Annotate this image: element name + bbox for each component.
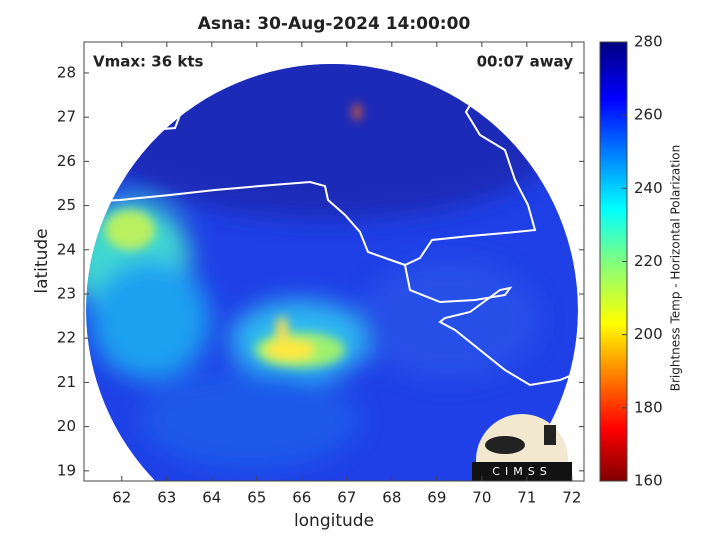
y-tick-label: 27 <box>57 108 76 126</box>
colorbar-tick-label: 240 <box>634 179 663 197</box>
x-tick-label: 71 <box>517 489 536 507</box>
annotation: 00:07 away <box>477 53 574 71</box>
x-tick-label: 70 <box>472 489 491 507</box>
y-tick-label: 24 <box>57 240 76 258</box>
y-tick-label: 20 <box>57 417 76 435</box>
coastline <box>84 42 584 387</box>
y-tick-label: 23 <box>57 284 76 302</box>
axes-frame <box>83 41 585 482</box>
logo: CIMSS <box>472 414 572 481</box>
x-tick-label: 68 <box>382 489 401 507</box>
y-tick-label: 25 <box>57 196 76 214</box>
x-tick-label: 69 <box>427 489 446 507</box>
colorbar-tick-label: 260 <box>634 106 663 124</box>
colorbar-label: Brightness Temp - Horizontal Polarizatio… <box>669 145 683 392</box>
colorbar-tick-label: 180 <box>634 398 663 416</box>
image: CIMSS <box>84 42 584 481</box>
x-tick-label: 65 <box>247 489 266 507</box>
x-tick-label: 66 <box>292 489 311 507</box>
y-tick-label: 21 <box>57 373 76 391</box>
x-tick-label: 64 <box>202 489 221 507</box>
y-axis-label: latitude <box>32 228 52 293</box>
x-tick-label: 63 <box>157 489 176 507</box>
colorbar-tick-label: 220 <box>634 252 663 270</box>
title: Asna: 30-Aug-2024 14:00:00 <box>198 14 471 34</box>
y-tick-label: 19 <box>57 461 76 479</box>
x-tick-label: 67 <box>337 489 356 507</box>
x-tick-label: 62 <box>112 489 131 507</box>
logo-text: CIMSS <box>492 465 551 478</box>
colorbar-tick-label: 160 <box>634 472 663 490</box>
colorbar-tick-label: 200 <box>634 325 663 343</box>
y-tick-label: 26 <box>57 152 76 170</box>
colorbar-tick-label: 280 <box>634 33 663 51</box>
y-tick-label: 28 <box>57 63 76 81</box>
y-tick-label: 22 <box>57 329 76 347</box>
x-tick-label: 72 <box>562 489 581 507</box>
annotation: Vmax: 36 kts <box>93 53 203 71</box>
x-axis-label: longitude <box>294 511 374 531</box>
